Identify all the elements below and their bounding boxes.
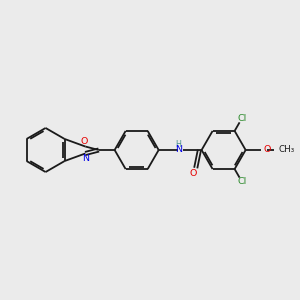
Text: O: O [80,137,88,146]
Text: O: O [190,169,197,178]
Text: N: N [82,154,89,163]
Text: Cl: Cl [237,177,247,186]
Text: N: N [175,146,182,154]
Text: Cl: Cl [237,114,247,123]
Text: H: H [176,140,182,149]
Text: CH₃: CH₃ [279,146,295,154]
Text: O: O [263,146,271,154]
